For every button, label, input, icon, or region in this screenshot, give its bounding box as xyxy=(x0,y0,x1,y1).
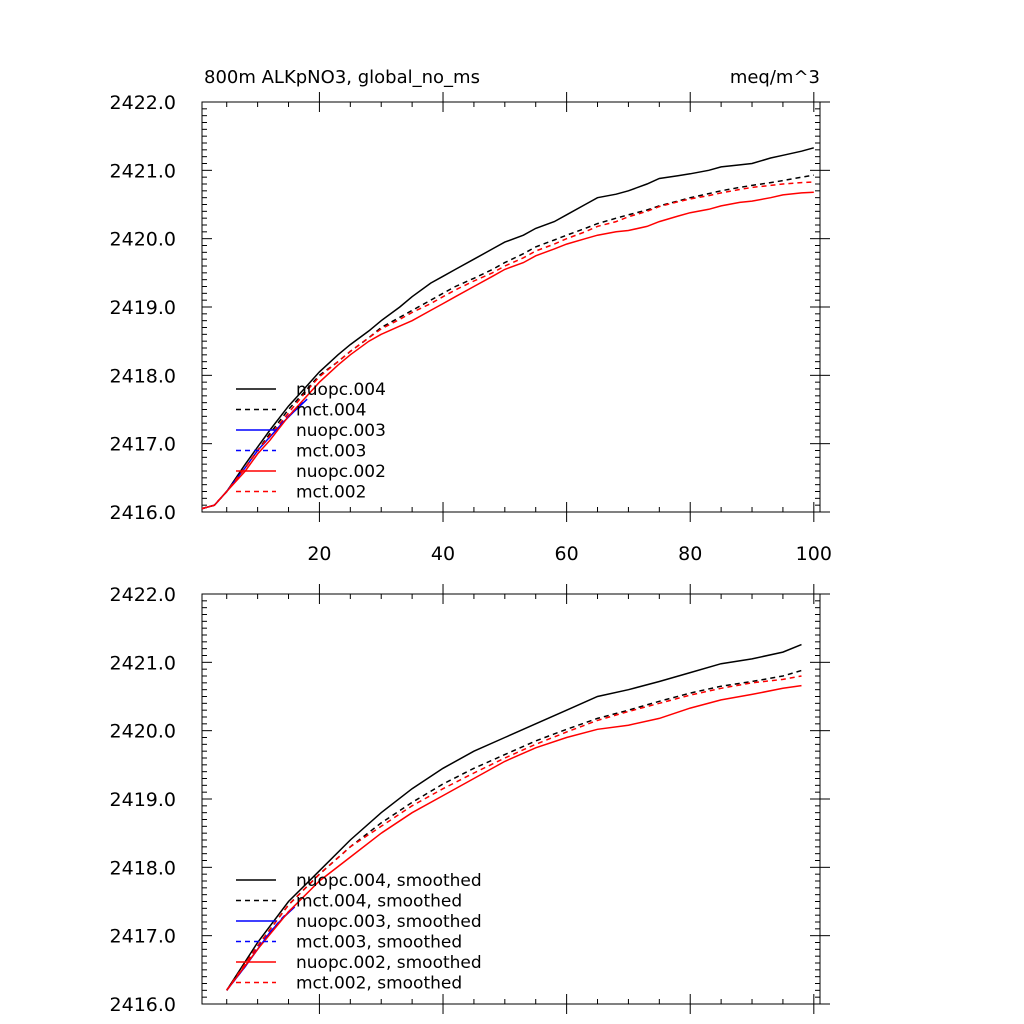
bottom-panel: 2416.0 2417.0 2418.0 2419.0 2420.0 2421.0 2422… xyxy=(110,584,830,1016)
legend-label: nuopc.004, smoothed xyxy=(296,871,482,891)
series-line-nuopc-002-smoothed xyxy=(226,684,802,991)
series-line-mct-004 xyxy=(201,174,814,510)
y-tick-label: 2420.0 xyxy=(110,229,176,251)
y-tick-label: 2419.0 xyxy=(110,789,176,811)
legend-label: mct.002, smoothed xyxy=(296,974,462,994)
legend-label: mct.002 xyxy=(296,483,366,503)
x-tick-label: 60 xyxy=(555,543,579,565)
y-tick-label: 2419.0 xyxy=(110,297,176,319)
series-line-nuopc-004 xyxy=(201,147,814,510)
legend-label: mct.003, smoothed xyxy=(296,933,462,953)
y-tick-label: 2417.0 xyxy=(110,926,176,948)
x-tick-label: 100 xyxy=(796,543,832,565)
plot-frame xyxy=(201,101,821,513)
legend-label: mct.004 xyxy=(296,401,366,421)
x-tick-label: 40 xyxy=(431,543,455,565)
legend-label: nuopc.003, smoothed xyxy=(296,912,482,932)
x-tick-label: 80 xyxy=(678,543,702,565)
series-line-mct-002-smoothed xyxy=(226,675,802,991)
y-tick-label: 2418.0 xyxy=(110,365,176,387)
legend-label: mct.003 xyxy=(296,442,366,462)
legend-label: nuopc.002, smoothed xyxy=(296,953,482,973)
y-tick-label: 2422.0 xyxy=(110,92,176,114)
chart-title: 800m ALKpNO3, global_no_ms xyxy=(204,67,480,88)
y-tick-label: 2416.0 xyxy=(110,502,176,524)
plot-frame xyxy=(201,593,821,1005)
top-panel: 20 40 60 80 100 2416.0 2417.0 2418.0 2419.0 2420.… xyxy=(110,92,832,565)
legend-label: mct.004, smoothed xyxy=(296,892,462,912)
y-tick-label: 2421.0 xyxy=(110,160,176,182)
legend-label: nuopc.002 xyxy=(296,462,386,482)
y-tick-label: 2417.0 xyxy=(110,434,176,456)
y-tick-label: 2422.0 xyxy=(110,584,176,606)
series-line-mct-002 xyxy=(201,181,814,510)
series-line-nuopc-004-smoothed xyxy=(226,643,802,991)
y-tick-label: 2416.0 xyxy=(110,994,176,1016)
legend-label: nuopc.004 xyxy=(296,380,386,400)
y-tick-label: 2420.0 xyxy=(110,721,176,743)
y-tick-label: 2418.0 xyxy=(110,857,176,879)
chart-units-label: meq/m^3 xyxy=(730,67,820,88)
series-line-nuopc-002 xyxy=(201,191,814,510)
y-tick-label: 2421.0 xyxy=(110,652,176,674)
legend-label: nuopc.003 xyxy=(296,421,386,441)
x-tick-label: 20 xyxy=(307,543,331,565)
